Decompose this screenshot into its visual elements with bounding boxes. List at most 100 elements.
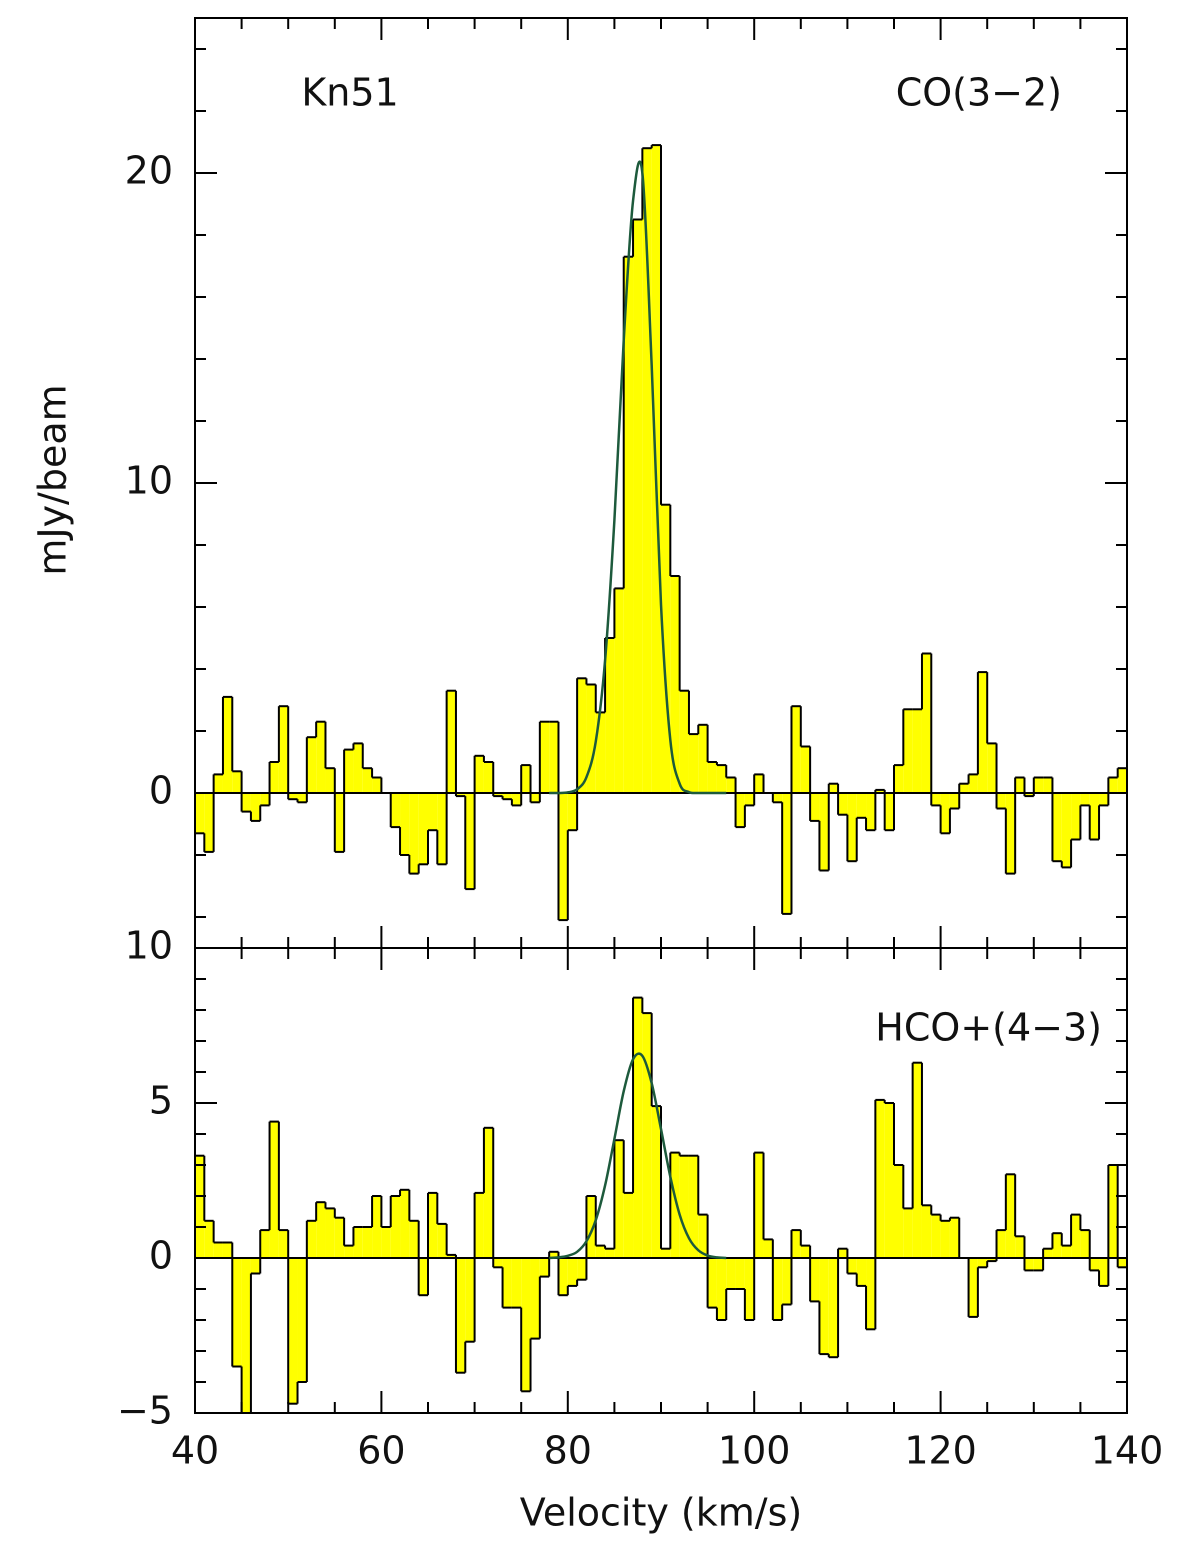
bar xyxy=(633,219,643,793)
bar xyxy=(754,1152,764,1258)
bar xyxy=(437,793,447,865)
bar xyxy=(921,1205,932,1258)
bar xyxy=(1117,1258,1127,1268)
bar xyxy=(940,1220,950,1258)
panel xyxy=(195,144,1127,922)
bar xyxy=(334,793,345,852)
bar xyxy=(688,734,699,793)
bar xyxy=(828,783,839,793)
bar xyxy=(912,709,922,793)
bar xyxy=(334,1217,345,1258)
bar xyxy=(856,1258,867,1286)
bar xyxy=(297,793,307,803)
bar xyxy=(428,793,438,831)
bar xyxy=(344,749,354,793)
bar xyxy=(1089,1258,1100,1271)
bar xyxy=(661,1248,671,1258)
bar xyxy=(455,793,466,797)
bar xyxy=(213,774,223,793)
annotation: Kn51 xyxy=(301,71,398,115)
bar xyxy=(679,1155,689,1258)
bar xyxy=(530,1258,540,1339)
bar xyxy=(884,793,894,831)
bar xyxy=(278,706,289,793)
bar xyxy=(884,1103,894,1258)
bar xyxy=(474,755,484,793)
bar xyxy=(539,1258,550,1277)
bar xyxy=(782,793,792,914)
bar xyxy=(1024,1258,1034,1271)
bar xyxy=(465,1258,475,1342)
bar xyxy=(894,765,904,793)
bar xyxy=(605,1248,615,1258)
bar xyxy=(791,1230,801,1258)
x-axis-label: Velocity (km/s) xyxy=(520,1491,802,1535)
bar xyxy=(1052,1233,1062,1258)
bar xyxy=(1099,793,1109,806)
bar xyxy=(1061,1245,1072,1258)
bar xyxy=(661,504,671,793)
bar xyxy=(875,1099,885,1258)
y-tick-label: 5 xyxy=(149,1079,173,1123)
bar xyxy=(1043,1248,1053,1258)
bar xyxy=(614,1140,624,1258)
bar xyxy=(353,1227,363,1258)
bar xyxy=(241,1258,251,1413)
bar xyxy=(483,1127,494,1258)
bar xyxy=(372,777,382,793)
y-tick-label: 20 xyxy=(125,149,173,193)
bar xyxy=(390,1196,401,1258)
bar xyxy=(800,746,811,793)
bar xyxy=(1080,1230,1090,1258)
bar xyxy=(716,1258,727,1320)
bar xyxy=(595,712,606,793)
bar xyxy=(269,1121,279,1258)
bar xyxy=(372,1196,382,1258)
bar xyxy=(1052,793,1062,862)
bar xyxy=(716,765,727,793)
bar xyxy=(772,793,783,803)
bar xyxy=(195,1155,205,1258)
bar xyxy=(921,653,932,793)
bar xyxy=(651,1106,661,1258)
bar xyxy=(623,256,634,793)
bar xyxy=(539,721,550,793)
bar xyxy=(297,1258,307,1382)
bar xyxy=(577,678,587,793)
bar xyxy=(195,793,205,834)
bar xyxy=(977,1258,988,1268)
bar xyxy=(241,793,251,812)
bar xyxy=(949,1217,960,1258)
bar xyxy=(493,793,503,797)
bar xyxy=(735,793,745,828)
bar xyxy=(260,793,270,806)
bar xyxy=(931,1214,941,1258)
bar xyxy=(577,1258,587,1280)
bar xyxy=(819,793,829,871)
bar xyxy=(670,576,680,793)
bar xyxy=(353,743,363,793)
bar xyxy=(549,1251,559,1258)
bar xyxy=(772,1258,783,1320)
bar xyxy=(800,1245,811,1258)
bar xyxy=(1015,1236,1025,1258)
bar xyxy=(838,793,848,815)
bar xyxy=(819,1258,829,1355)
y-axis-label: mJy/beam xyxy=(31,384,75,575)
bar xyxy=(362,768,373,793)
bar xyxy=(558,1258,568,1296)
bar xyxy=(1005,793,1016,874)
bar xyxy=(316,1202,326,1258)
bar xyxy=(605,638,615,793)
bar xyxy=(949,793,960,809)
x-tick-label: 100 xyxy=(718,1429,791,1473)
bar xyxy=(558,793,568,921)
bar xyxy=(903,1208,913,1258)
bar xyxy=(987,743,997,793)
bar xyxy=(1061,793,1072,868)
bar xyxy=(1089,793,1100,840)
bar xyxy=(744,1258,755,1320)
bar xyxy=(288,1258,298,1404)
bar xyxy=(744,793,755,806)
bar xyxy=(446,690,456,793)
